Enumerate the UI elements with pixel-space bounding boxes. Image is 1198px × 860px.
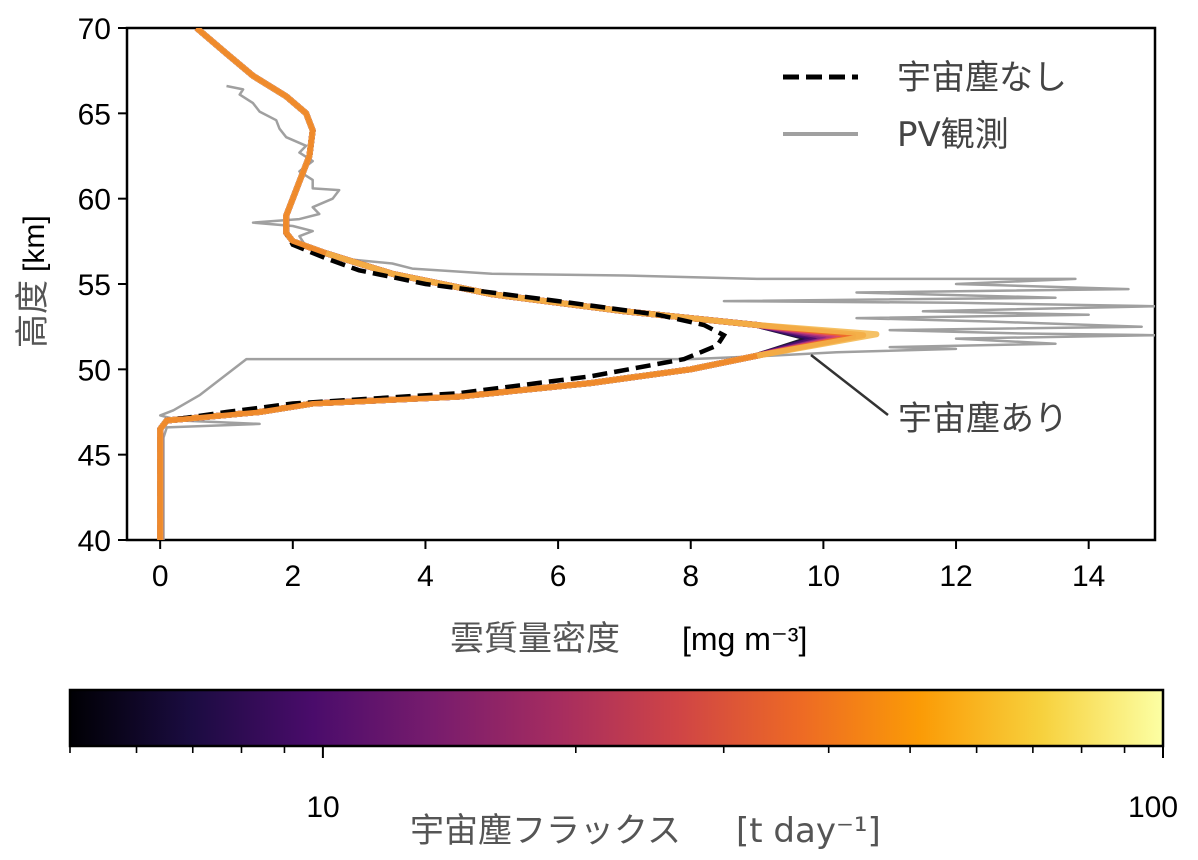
y-tick-label: 40 <box>78 525 111 558</box>
x-tick-label: 6 <box>550 560 567 593</box>
colorbar-tick-label-100: 100 <box>1128 791 1178 824</box>
colorbar-ticks <box>69 746 1164 758</box>
x-tick-label: 4 <box>417 560 434 593</box>
colorbar-tick-label-10: 10 <box>306 791 339 824</box>
y-axis-label: 高度 [km] <box>13 215 53 348</box>
y-axis-unit: [km] <box>18 215 51 272</box>
x-axis-unit: [mg m⁻³] <box>682 621 807 657</box>
y-tick-label: 60 <box>78 184 111 217</box>
legend-label-pv-obs: PV観測 <box>897 115 1009 155</box>
legend-label-no-dust: 宇宙塵なし <box>897 58 1067 98</box>
colorbar-title: 宇宙塵フラックス <box>410 811 681 851</box>
y-tick-label: 45 <box>78 440 111 473</box>
annotation-label: 宇宙塵あり <box>898 399 1068 439</box>
x-tick-label: 0 <box>152 560 169 593</box>
annotation: 宇宙塵あり <box>810 354 1068 439</box>
x-tick-label: 12 <box>939 560 972 593</box>
series-with-dust-upper-overlay <box>194 28 327 256</box>
plot-frame <box>125 26 1157 542</box>
series-with-dust-flux-5 <box>157 28 814 540</box>
x-tick-label: 14 <box>1072 560 1105 593</box>
series-with-dust-flux-30 <box>157 28 837 540</box>
colorbar: 10 100 宇宙塵フラックス [t day⁻¹] <box>68 688 1178 851</box>
x-tick-label: 8 <box>682 560 699 593</box>
series-with-dust-lower-overlay <box>157 353 758 540</box>
y-tick-label: 70 <box>78 13 111 46</box>
annotation-pointer <box>810 354 889 416</box>
series-with-dust-flux-40 <box>157 28 847 540</box>
x-axis-title: 雲質量密度 <box>450 619 620 659</box>
y-tick-label: 65 <box>78 98 111 131</box>
series-with-dust-flux-15 <box>157 28 820 540</box>
axis-ticks: 0 2 4 6 8 10 12 14 40 45 50 55 60 65 70 <box>78 13 1106 593</box>
legend: 宇宙塵なし PV観測 <box>783 58 1067 155</box>
colorbar-bar <box>68 688 1165 748</box>
series-no-dust <box>157 222 728 540</box>
y-axis-title: 高度 <box>13 280 53 348</box>
series-with-dust-flux-70 <box>157 28 867 540</box>
series-with-dust-flux-100 <box>157 28 880 540</box>
x-axis-label: 雲質量密度 [mg m⁻³] <box>450 619 807 659</box>
y-tick-label: 55 <box>78 269 111 302</box>
series-with-dust-flux-50 <box>157 28 857 540</box>
y-tick-label: 50 <box>78 354 111 387</box>
series-layer <box>157 28 1155 540</box>
x-tick-label: 2 <box>284 560 301 593</box>
series-with-dust-flux-10 <box>157 28 817 540</box>
series-with-dust-flux-20 <box>157 28 827 540</box>
colorbar-unit: [t day⁻¹] <box>736 811 881 851</box>
x-tick-label: 10 <box>807 560 840 593</box>
